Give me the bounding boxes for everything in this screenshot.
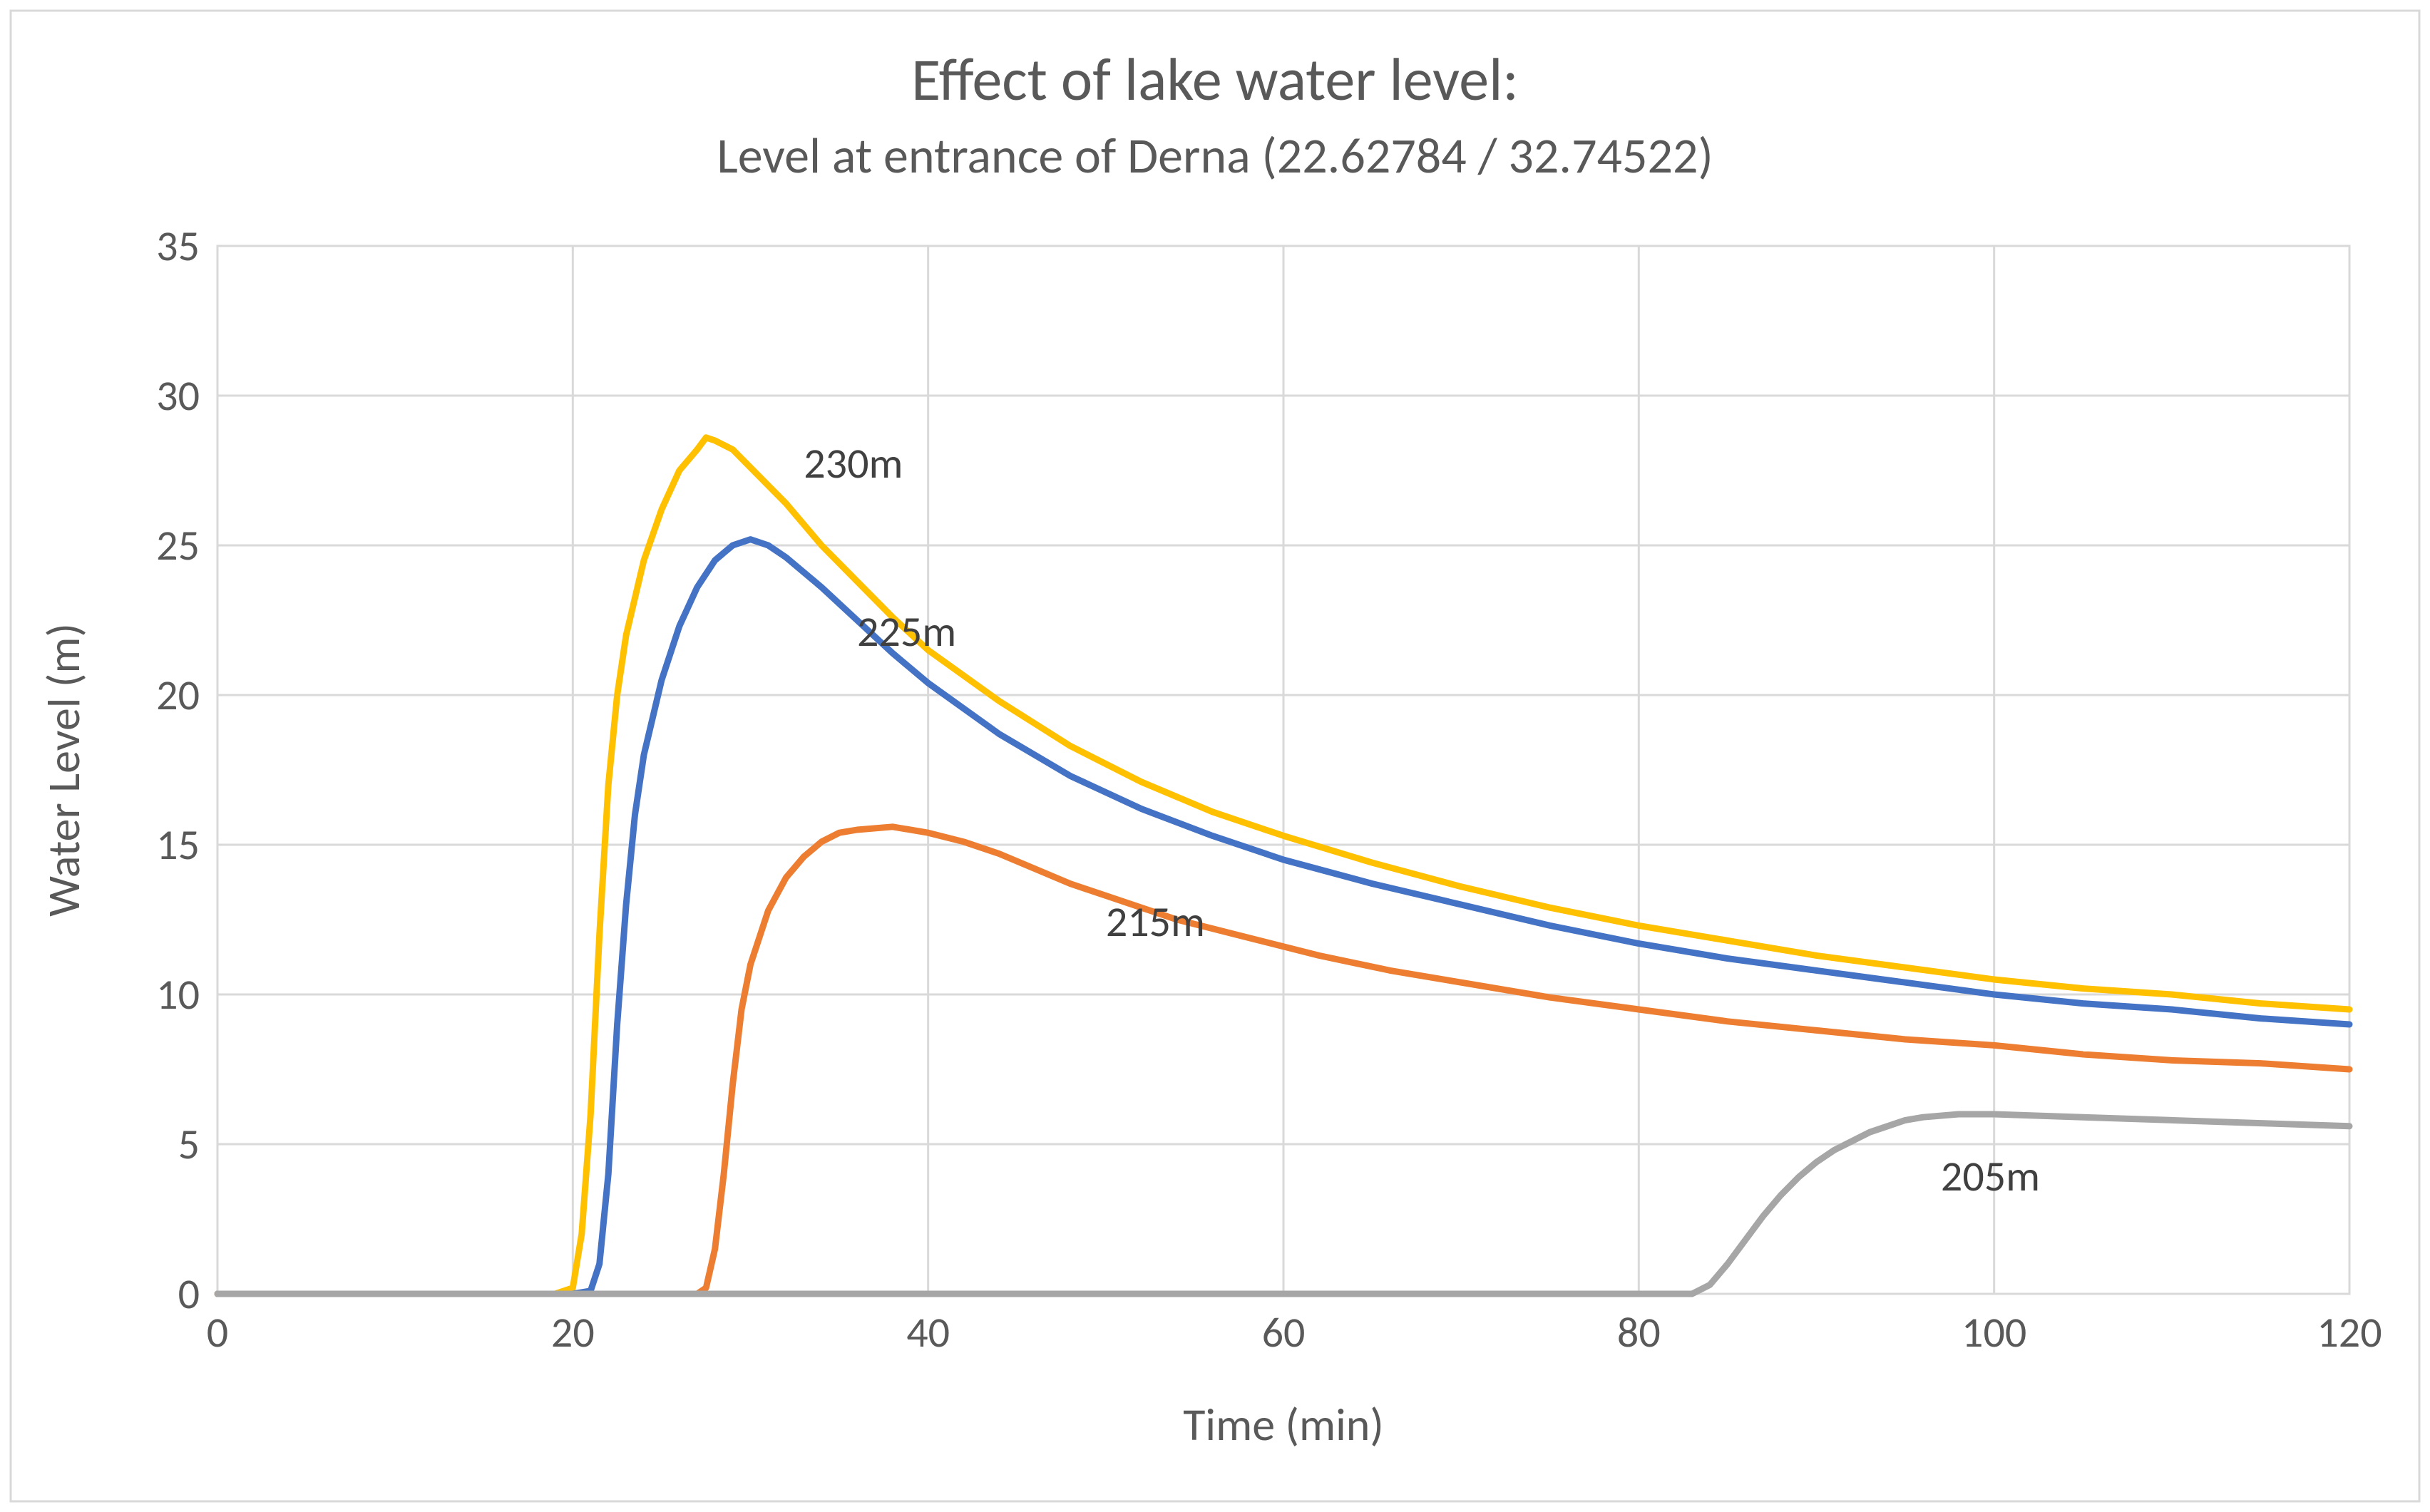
y-tick-label: 30 — [156, 370, 200, 422]
x-tick-label: 100 — [1937, 1307, 2051, 1359]
y-tick-label: 15 — [156, 819, 200, 871]
chart-title-line2: Level at entrance of Derna (22.62784 / 3… — [0, 125, 2430, 186]
y-tick-label: 0 — [178, 1268, 200, 1320]
series-label-215m: 215m — [1106, 896, 1205, 948]
series-label-225m: 225m — [857, 606, 956, 658]
y-axis-label: Water Level (m) — [36, 623, 92, 917]
y-tick-label: 5 — [178, 1118, 200, 1171]
chart-title-line1: Effect of lake water level: — [0, 43, 2430, 116]
x-tick-label: 40 — [871, 1307, 985, 1359]
chart-svg — [0, 0, 2430, 1512]
series-label-205m: 205m — [1941, 1151, 2040, 1203]
x-tick-label: 120 — [2292, 1307, 2406, 1359]
y-tick-label: 35 — [156, 220, 200, 272]
y-tick-label: 10 — [156, 969, 200, 1021]
y-tick-label: 25 — [156, 520, 200, 572]
x-tick-label: 80 — [1581, 1307, 1696, 1359]
x-axis-label: Time (min) — [217, 1397, 2349, 1453]
series-label-230m: 230m — [804, 438, 903, 490]
y-tick-label: 20 — [156, 669, 200, 721]
x-tick-label: 20 — [516, 1307, 630, 1359]
x-tick-label: 60 — [1226, 1307, 1340, 1359]
